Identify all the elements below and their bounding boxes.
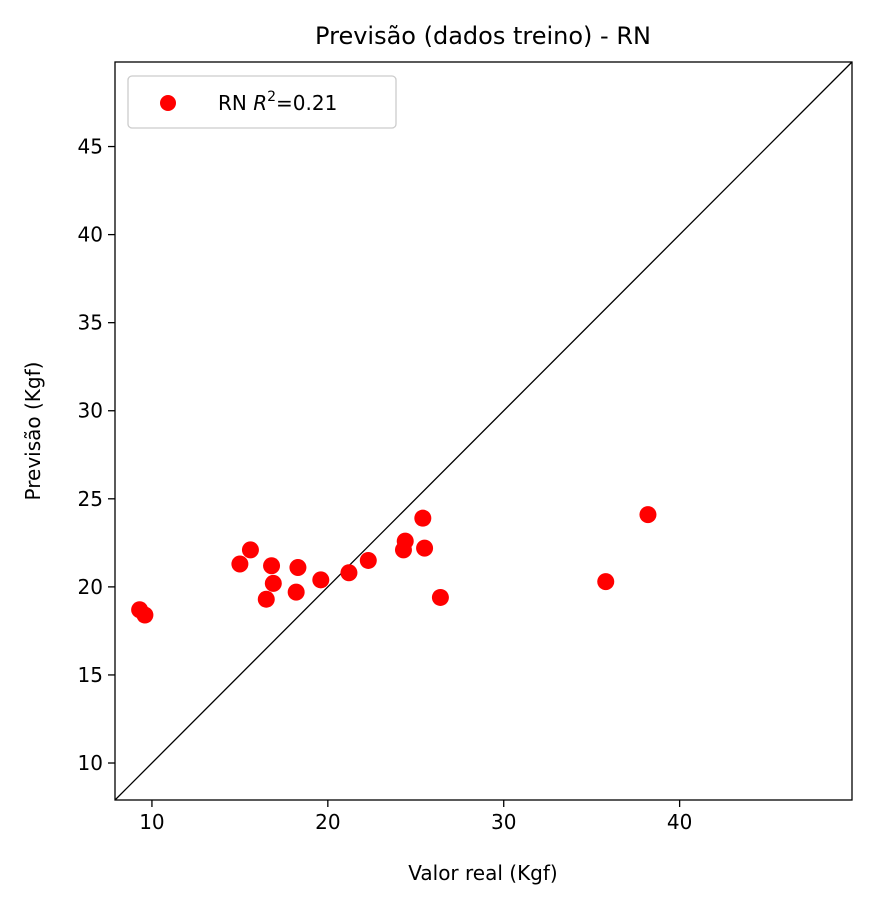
x-tick-label: 40 bbox=[667, 810, 692, 834]
legend-label: RN R2=0.21 bbox=[218, 89, 337, 115]
data-point bbox=[597, 573, 615, 591]
data-point bbox=[231, 555, 249, 573]
x-axis-label: Valor real (Kgf) bbox=[408, 861, 557, 885]
data-point bbox=[287, 583, 305, 601]
data-point bbox=[136, 606, 154, 624]
x-tick-label: 20 bbox=[315, 810, 340, 834]
y-ticks: 10 15 20 25 30 35 40 45 bbox=[78, 135, 115, 775]
data-point bbox=[312, 571, 330, 589]
legend-label-prefix: RN bbox=[218, 91, 253, 115]
data-point bbox=[340, 564, 358, 582]
plot-frame bbox=[114, 61, 853, 801]
data-point bbox=[359, 551, 377, 569]
legend-label-sup: 2 bbox=[267, 89, 276, 105]
data-point bbox=[414, 509, 432, 527]
points-layer bbox=[131, 506, 657, 624]
data-point bbox=[416, 539, 434, 557]
data-point bbox=[263, 557, 281, 575]
x-tick-label: 10 bbox=[139, 810, 164, 834]
x-ticks: 10 20 30 40 bbox=[139, 800, 692, 834]
y-tick-label: 35 bbox=[78, 311, 103, 335]
data-point bbox=[431, 588, 449, 606]
y-tick-label: 15 bbox=[78, 663, 103, 687]
identity-line-layer bbox=[114, 61, 853, 801]
data-point bbox=[639, 506, 657, 524]
chart-title: Previsão (dados treino) - RN bbox=[315, 22, 651, 50]
data-point bbox=[264, 574, 282, 592]
legend: RN R2=0.21 bbox=[127, 75, 397, 129]
y-tick-label: 25 bbox=[78, 487, 103, 511]
y-axis-label: Previsão (Kgf) bbox=[21, 362, 45, 501]
y-tick-label: 10 bbox=[78, 751, 103, 775]
y-tick-label: 45 bbox=[78, 135, 103, 159]
y-tick-label: 30 bbox=[78, 399, 103, 423]
legend-box bbox=[127, 75, 397, 129]
y-tick-label: 40 bbox=[78, 223, 103, 247]
data-point bbox=[257, 590, 275, 608]
x-tick-label: 30 bbox=[491, 810, 516, 834]
legend-marker bbox=[160, 95, 176, 111]
data-point bbox=[396, 532, 414, 550]
identity-line bbox=[114, 61, 853, 801]
legend-label-suffix: =0.21 bbox=[276, 91, 337, 115]
legend-label-math: R bbox=[253, 91, 267, 115]
y-tick-label: 20 bbox=[78, 575, 103, 599]
data-point bbox=[241, 541, 259, 559]
data-point bbox=[289, 559, 307, 577]
